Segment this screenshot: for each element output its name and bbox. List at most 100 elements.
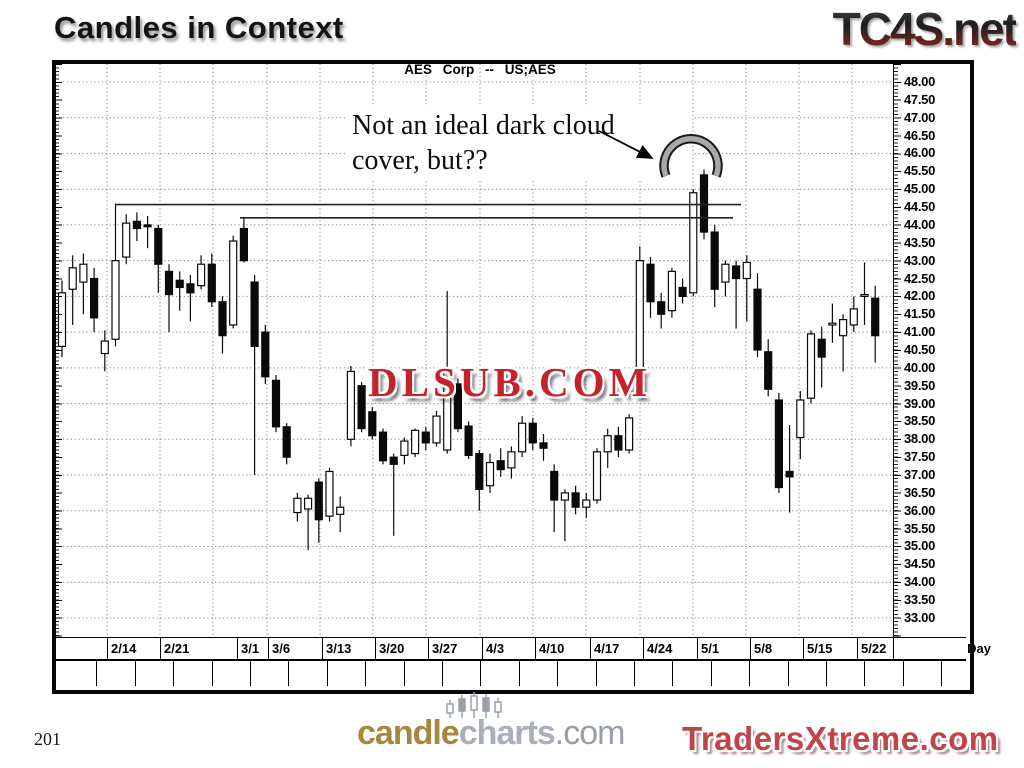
x-axis-label: 2/21 xyxy=(164,641,190,656)
x-axis-label: 2/14 xyxy=(111,641,137,656)
date-separator xyxy=(750,638,751,659)
panel-divider xyxy=(710,661,712,686)
y-axis-label: 33.50 xyxy=(904,592,936,608)
y-axis-label: 35.00 xyxy=(904,538,936,554)
panel-divider xyxy=(557,661,559,686)
y-axis-label: 41.50 xyxy=(904,306,936,322)
date-separator xyxy=(107,638,108,659)
x-axis-label: 3/13 xyxy=(326,641,352,656)
panel-divider xyxy=(442,661,443,686)
page-title: Candles in Context xyxy=(54,10,344,45)
panel-divider xyxy=(365,661,367,686)
y-axis-label: 40.00 xyxy=(904,359,936,375)
y-axis-label: 47.00 xyxy=(904,109,936,125)
candlecharts-logo-com: .com xyxy=(554,714,626,752)
y-axis-label: 46.50 xyxy=(904,127,936,143)
x-axis-label: 4/17 xyxy=(594,641,620,656)
annotation-line1: Not an ideal dark cloud xyxy=(352,110,615,141)
panel-divider xyxy=(864,661,866,686)
panel-divider xyxy=(403,661,405,686)
date-separator xyxy=(375,638,376,659)
left-tick-ruler xyxy=(56,64,62,637)
tc4s-logo: TC4S.net xyxy=(760,2,1018,56)
panel-divider xyxy=(518,661,520,686)
y-axis-label: 43.00 xyxy=(904,252,936,268)
panel-divider xyxy=(250,661,251,686)
y-axis-label: 42.50 xyxy=(904,270,936,286)
y-axis-label: 41.00 xyxy=(904,324,936,340)
y-axis-label: 39.50 xyxy=(904,377,936,393)
date-separator xyxy=(535,638,536,659)
y-axis-label: 38.00 xyxy=(904,431,936,447)
y-axis-label: 47.50 xyxy=(904,91,936,107)
panel-divider xyxy=(672,661,674,686)
panel-divider xyxy=(96,661,98,686)
y-axis-label: 37.00 xyxy=(904,467,936,483)
panel-divider xyxy=(902,661,904,686)
y-axis-label: 36.50 xyxy=(904,484,936,500)
y-axis-label: 36.00 xyxy=(904,502,936,518)
panel-divider xyxy=(941,661,943,686)
tradersxtreme-logo: TradersXtreme.com xyxy=(682,720,999,757)
x-axis-label: 5/8 xyxy=(754,641,773,656)
date-separator xyxy=(482,638,483,659)
candlecharts-logo-charts: charts xyxy=(458,714,556,752)
annotation-line2: cover, but?? xyxy=(352,145,488,176)
panel-divider xyxy=(134,661,136,686)
date-separator xyxy=(697,638,698,659)
date-separator xyxy=(160,638,161,659)
date-separator xyxy=(857,638,858,659)
panel-divider xyxy=(211,661,213,686)
y-axis-label: 40.50 xyxy=(904,341,936,357)
x-axis-label: 5/15 xyxy=(807,641,833,656)
y-axis-label: 46.00 xyxy=(904,145,936,161)
x-axis-label: 3/1 xyxy=(241,641,260,656)
y-axis-label: 48.00 xyxy=(904,74,936,89)
lower-panel xyxy=(56,661,966,686)
y-axis-label: 43.50 xyxy=(904,234,936,250)
date-separator xyxy=(428,638,429,659)
panel-divider xyxy=(288,661,290,686)
x-axis-label: 3/20 xyxy=(379,641,405,656)
date-separator xyxy=(893,638,894,659)
date-separator xyxy=(803,638,804,659)
y-axis-label: 35.50 xyxy=(904,520,936,536)
x-axis-label: 3/6 xyxy=(272,641,291,656)
y-axis-label: 42.00 xyxy=(904,288,936,304)
x-axis-label: 5/1 xyxy=(701,641,720,656)
panel-divider xyxy=(787,661,789,686)
panel-divider xyxy=(634,661,635,686)
y-axis-label: 45.50 xyxy=(904,163,936,179)
x-axis-label: 4/24 xyxy=(647,641,673,656)
panel-divider xyxy=(749,661,751,686)
y-axis-label: 39.00 xyxy=(904,395,936,411)
date-separator xyxy=(590,638,591,659)
date-separator xyxy=(322,638,323,659)
y-axis-label: 38.50 xyxy=(904,413,936,429)
y-axis-label: 44.50 xyxy=(904,199,936,215)
price-tick-ruler xyxy=(893,64,903,637)
date-separator xyxy=(268,638,269,659)
chart-title: AES Corp -- US;AES xyxy=(404,62,556,77)
panel-divider xyxy=(173,661,175,686)
annotation-text: Not an ideal dark cloud cover, but?? xyxy=(346,106,692,180)
candlecharts-logo-icon xyxy=(446,692,502,718)
y-axis-label: 34.00 xyxy=(904,574,936,590)
candlecharts-logo: candlecharts.com xyxy=(357,714,626,753)
page-number: 201 xyxy=(34,729,61,749)
y-axis-label: 34.50 xyxy=(904,556,936,572)
y-axis-label: 33.00 xyxy=(904,609,936,625)
panel-divider xyxy=(595,661,597,686)
x-axis-label: 3/27 xyxy=(432,641,458,656)
x-axis-label: 5/22 xyxy=(861,641,887,656)
date-separator xyxy=(643,638,644,659)
y-axis-label: 45.00 xyxy=(904,181,936,197)
panel-divider xyxy=(480,661,482,686)
panel-divider xyxy=(326,661,328,686)
x-axis: Day 2/14 2/21 3/1 3/6 3/13 3/20 3/27 4/3 4/10 4/1… xyxy=(56,637,991,661)
dlsub-watermark: DLSUB.COM xyxy=(368,359,652,405)
y-axis-label: 44.00 xyxy=(904,216,936,232)
candlecharts-logo-candle: candle xyxy=(357,714,460,752)
x-axis-label: 4/10 xyxy=(539,641,565,656)
